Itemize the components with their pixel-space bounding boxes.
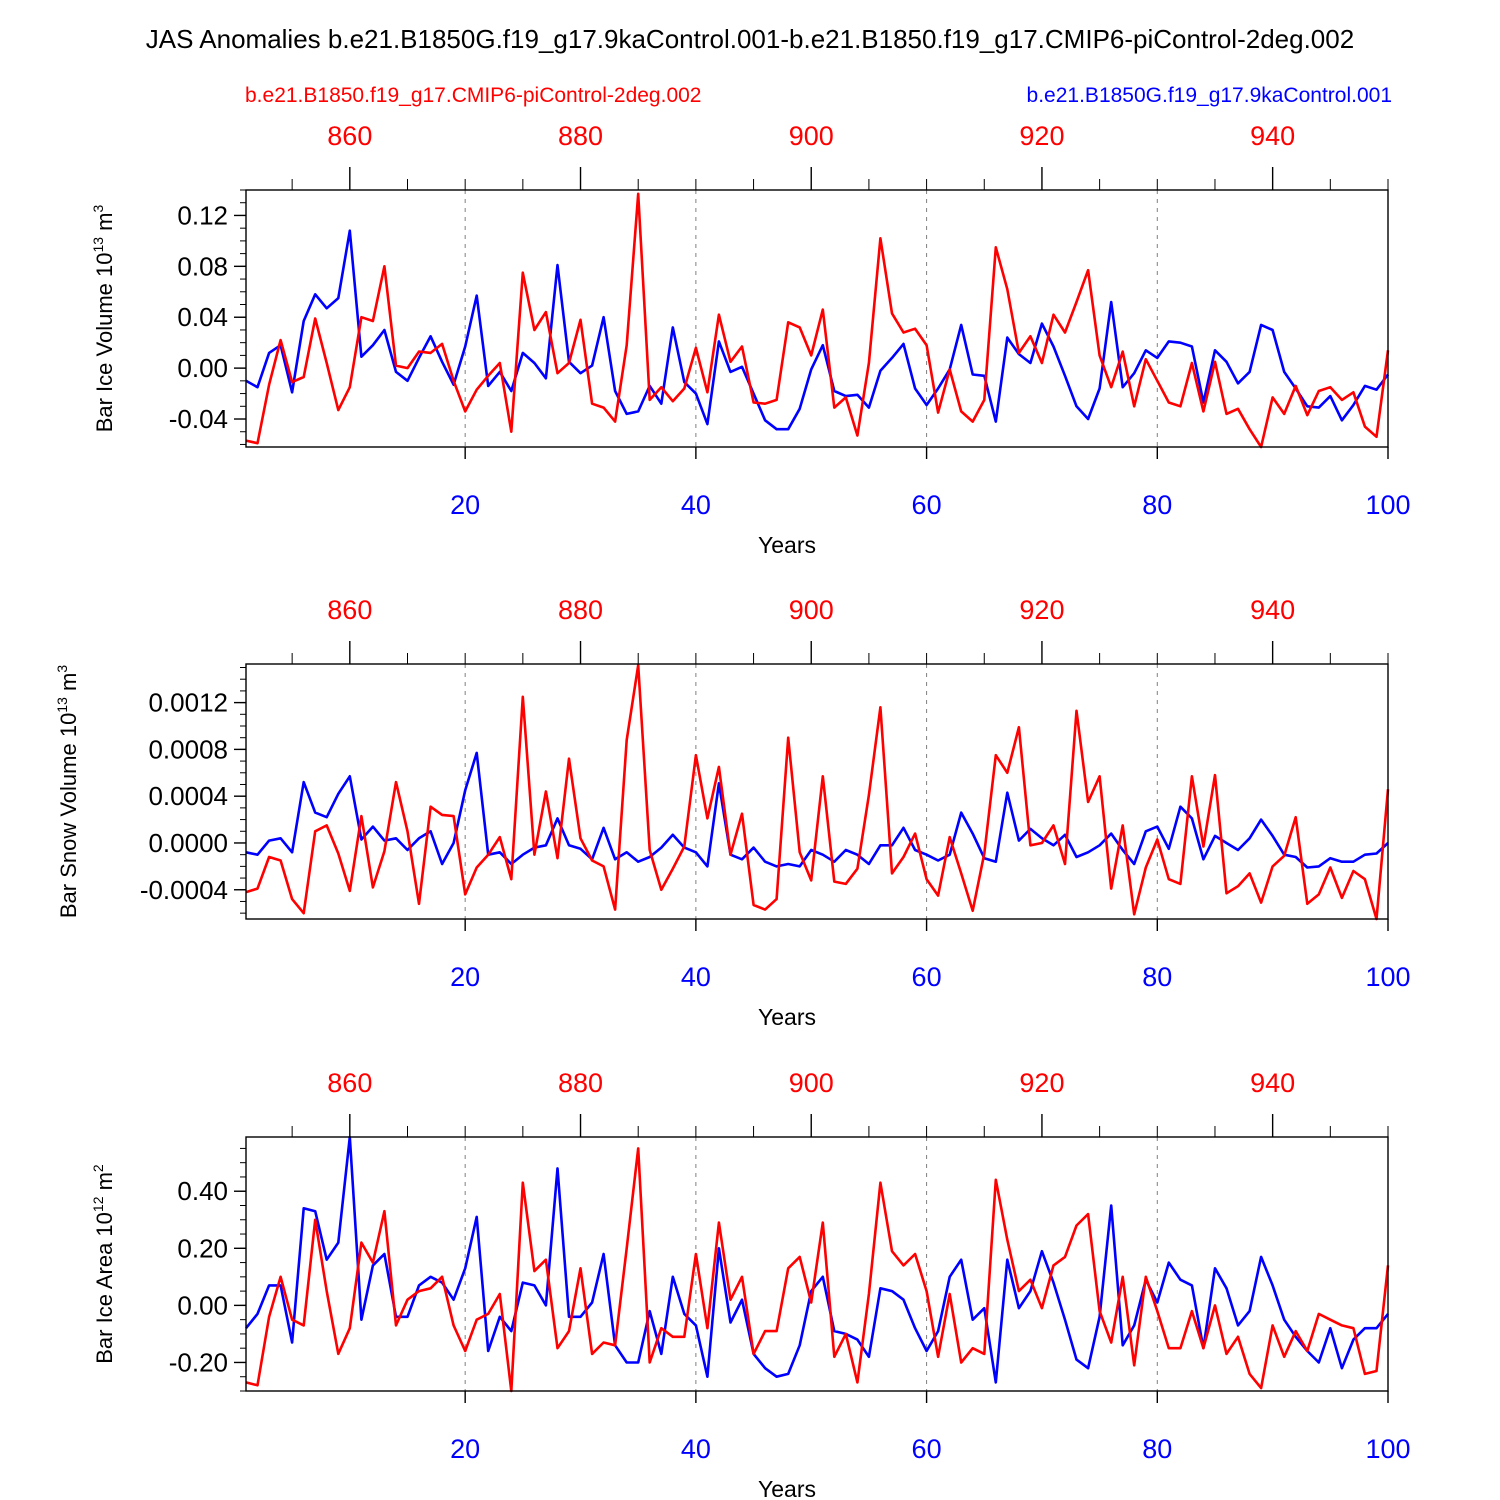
y-tick-label: -0.0004 [140, 875, 228, 905]
series-line-red [245, 663, 1390, 921]
unit-text: m [92, 1172, 117, 1196]
x-top-tick-label: 900 [789, 121, 834, 151]
x-bottom-tick-label: 60 [912, 490, 942, 520]
y-tick-label: 0.08 [177, 251, 228, 281]
x-top-tick-label: 860 [327, 1068, 372, 1098]
series-line-red [245, 1147, 1390, 1393]
x-bottom-tick-label: 80 [1142, 1434, 1172, 1464]
chart-panel-3: -0.20 0.00 0.20 0.40 20 40 60 80 100 860 880 900 920… [90, 1068, 1411, 1500]
y-axis-label: Bar Snow Volume 1013 m3 [54, 665, 81, 919]
x-top-tick-label: 860 [327, 595, 372, 625]
x-top-tick-label: 900 [789, 595, 834, 625]
series-line-red [245, 192, 1390, 449]
y-tick-label: -0.04 [169, 404, 228, 434]
x-bottom-tick-label: 40 [681, 962, 711, 992]
x-bottom-tick-label: 40 [681, 1434, 711, 1464]
y-tick-label: 0.00 [177, 353, 228, 383]
panels: -0.04 0.00 0.04 0.08 0.12 20 40 60 80 100 860 880 90… [54, 121, 1411, 1500]
legend-red-label: b.e21.B1850.f19_g17.CMIP6-piControl-2deg… [245, 84, 701, 107]
unit-exponent: 2 [90, 1164, 106, 1172]
y-tick-label: 0.04 [177, 302, 228, 332]
plot-frame [245, 1136, 1389, 1392]
x-bottom-tick-label: 40 [681, 490, 711, 520]
x-axis-label: Years [758, 1476, 816, 1500]
x-top-tick-label: 920 [1019, 1068, 1064, 1098]
y-axis-label: Bar Ice Area 1012 m2 [90, 1164, 117, 1364]
x-top-tick-label: 880 [558, 121, 603, 151]
x-bottom-tick-label: 60 [912, 962, 942, 992]
x-top-tick-label: 920 [1019, 121, 1064, 151]
x-axis-label: Years [758, 1004, 816, 1030]
series-line-blue [245, 751, 1389, 869]
legend-blue-label: b.e21.B1850G.f19_g17.9kaControl.001 [1027, 84, 1392, 107]
x-axis-label: Years [758, 532, 816, 558]
unit-text: m [56, 673, 81, 697]
plot-frame [245, 189, 1389, 448]
unit-exponent: 3 [54, 665, 70, 673]
x-bottom-tick-label: 80 [1142, 962, 1172, 992]
x-top-tick-label: 940 [1250, 1068, 1295, 1098]
unit-exponent: 13 [90, 237, 106, 253]
chart-panel-1: -0.04 0.00 0.04 0.08 0.12 20 40 60 80 100 860 880 90… [90, 121, 1411, 558]
y-tick-label: 0.00 [177, 1290, 228, 1320]
x-top-tick-label: 940 [1250, 121, 1295, 151]
y-tick-label: -0.20 [169, 1347, 228, 1377]
x-top-tick-label: 920 [1019, 595, 1064, 625]
y-tick-label: 0.12 [177, 200, 228, 230]
series-line-blue [244, 1135, 1390, 1384]
y-tick-label: 0.20 [177, 1233, 228, 1263]
x-bottom-tick-label: 100 [1365, 962, 1410, 992]
y-axis-label-text: Bar Ice Area 10 [92, 1212, 117, 1364]
y-tick-label: 0.40 [177, 1176, 228, 1206]
x-bottom-tick-label: 20 [450, 1434, 480, 1464]
x-top-tick-label: 900 [789, 1068, 834, 1098]
x-bottom-tick-label: 20 [450, 962, 480, 992]
chart-title: JAS Anomalies b.e21.B1850G.f19_g17.9kaCo… [146, 24, 1354, 54]
x-bottom-tick-label: 100 [1365, 490, 1410, 520]
y-axis-label-text: Bar Snow Volume 10 [56, 713, 81, 918]
plot-frame [245, 663, 1389, 920]
unit-exponent: 13 [54, 697, 70, 713]
y-tick-label: 0.0012 [148, 688, 228, 718]
chart-panel-2: -0.0004 0.0000 0.0004 0.0008 0.0012 20 40 60 80 1… [54, 595, 1411, 1030]
y-tick-label: 0.0008 [148, 734, 228, 764]
y-tick-label: 0.0000 [148, 828, 228, 858]
y-tick-label: 0.0004 [148, 781, 228, 811]
unit-text: m [92, 212, 117, 236]
y-axis-label: Bar Ice Volume 1013 m3 [90, 204, 117, 432]
unit-exponent: 12 [90, 1196, 106, 1212]
x-bottom-tick-label: 80 [1142, 490, 1172, 520]
x-top-tick-label: 880 [558, 595, 603, 625]
x-top-tick-label: 880 [558, 1068, 603, 1098]
unit-exponent: 3 [90, 204, 106, 212]
x-bottom-tick-label: 100 [1365, 1434, 1410, 1464]
x-bottom-tick-label: 20 [450, 490, 480, 520]
x-top-tick-label: 860 [327, 121, 372, 151]
x-bottom-tick-label: 60 [912, 1434, 942, 1464]
y-axis-label-text: Bar Ice Volume 10 [92, 253, 117, 433]
x-top-tick-label: 940 [1250, 595, 1295, 625]
